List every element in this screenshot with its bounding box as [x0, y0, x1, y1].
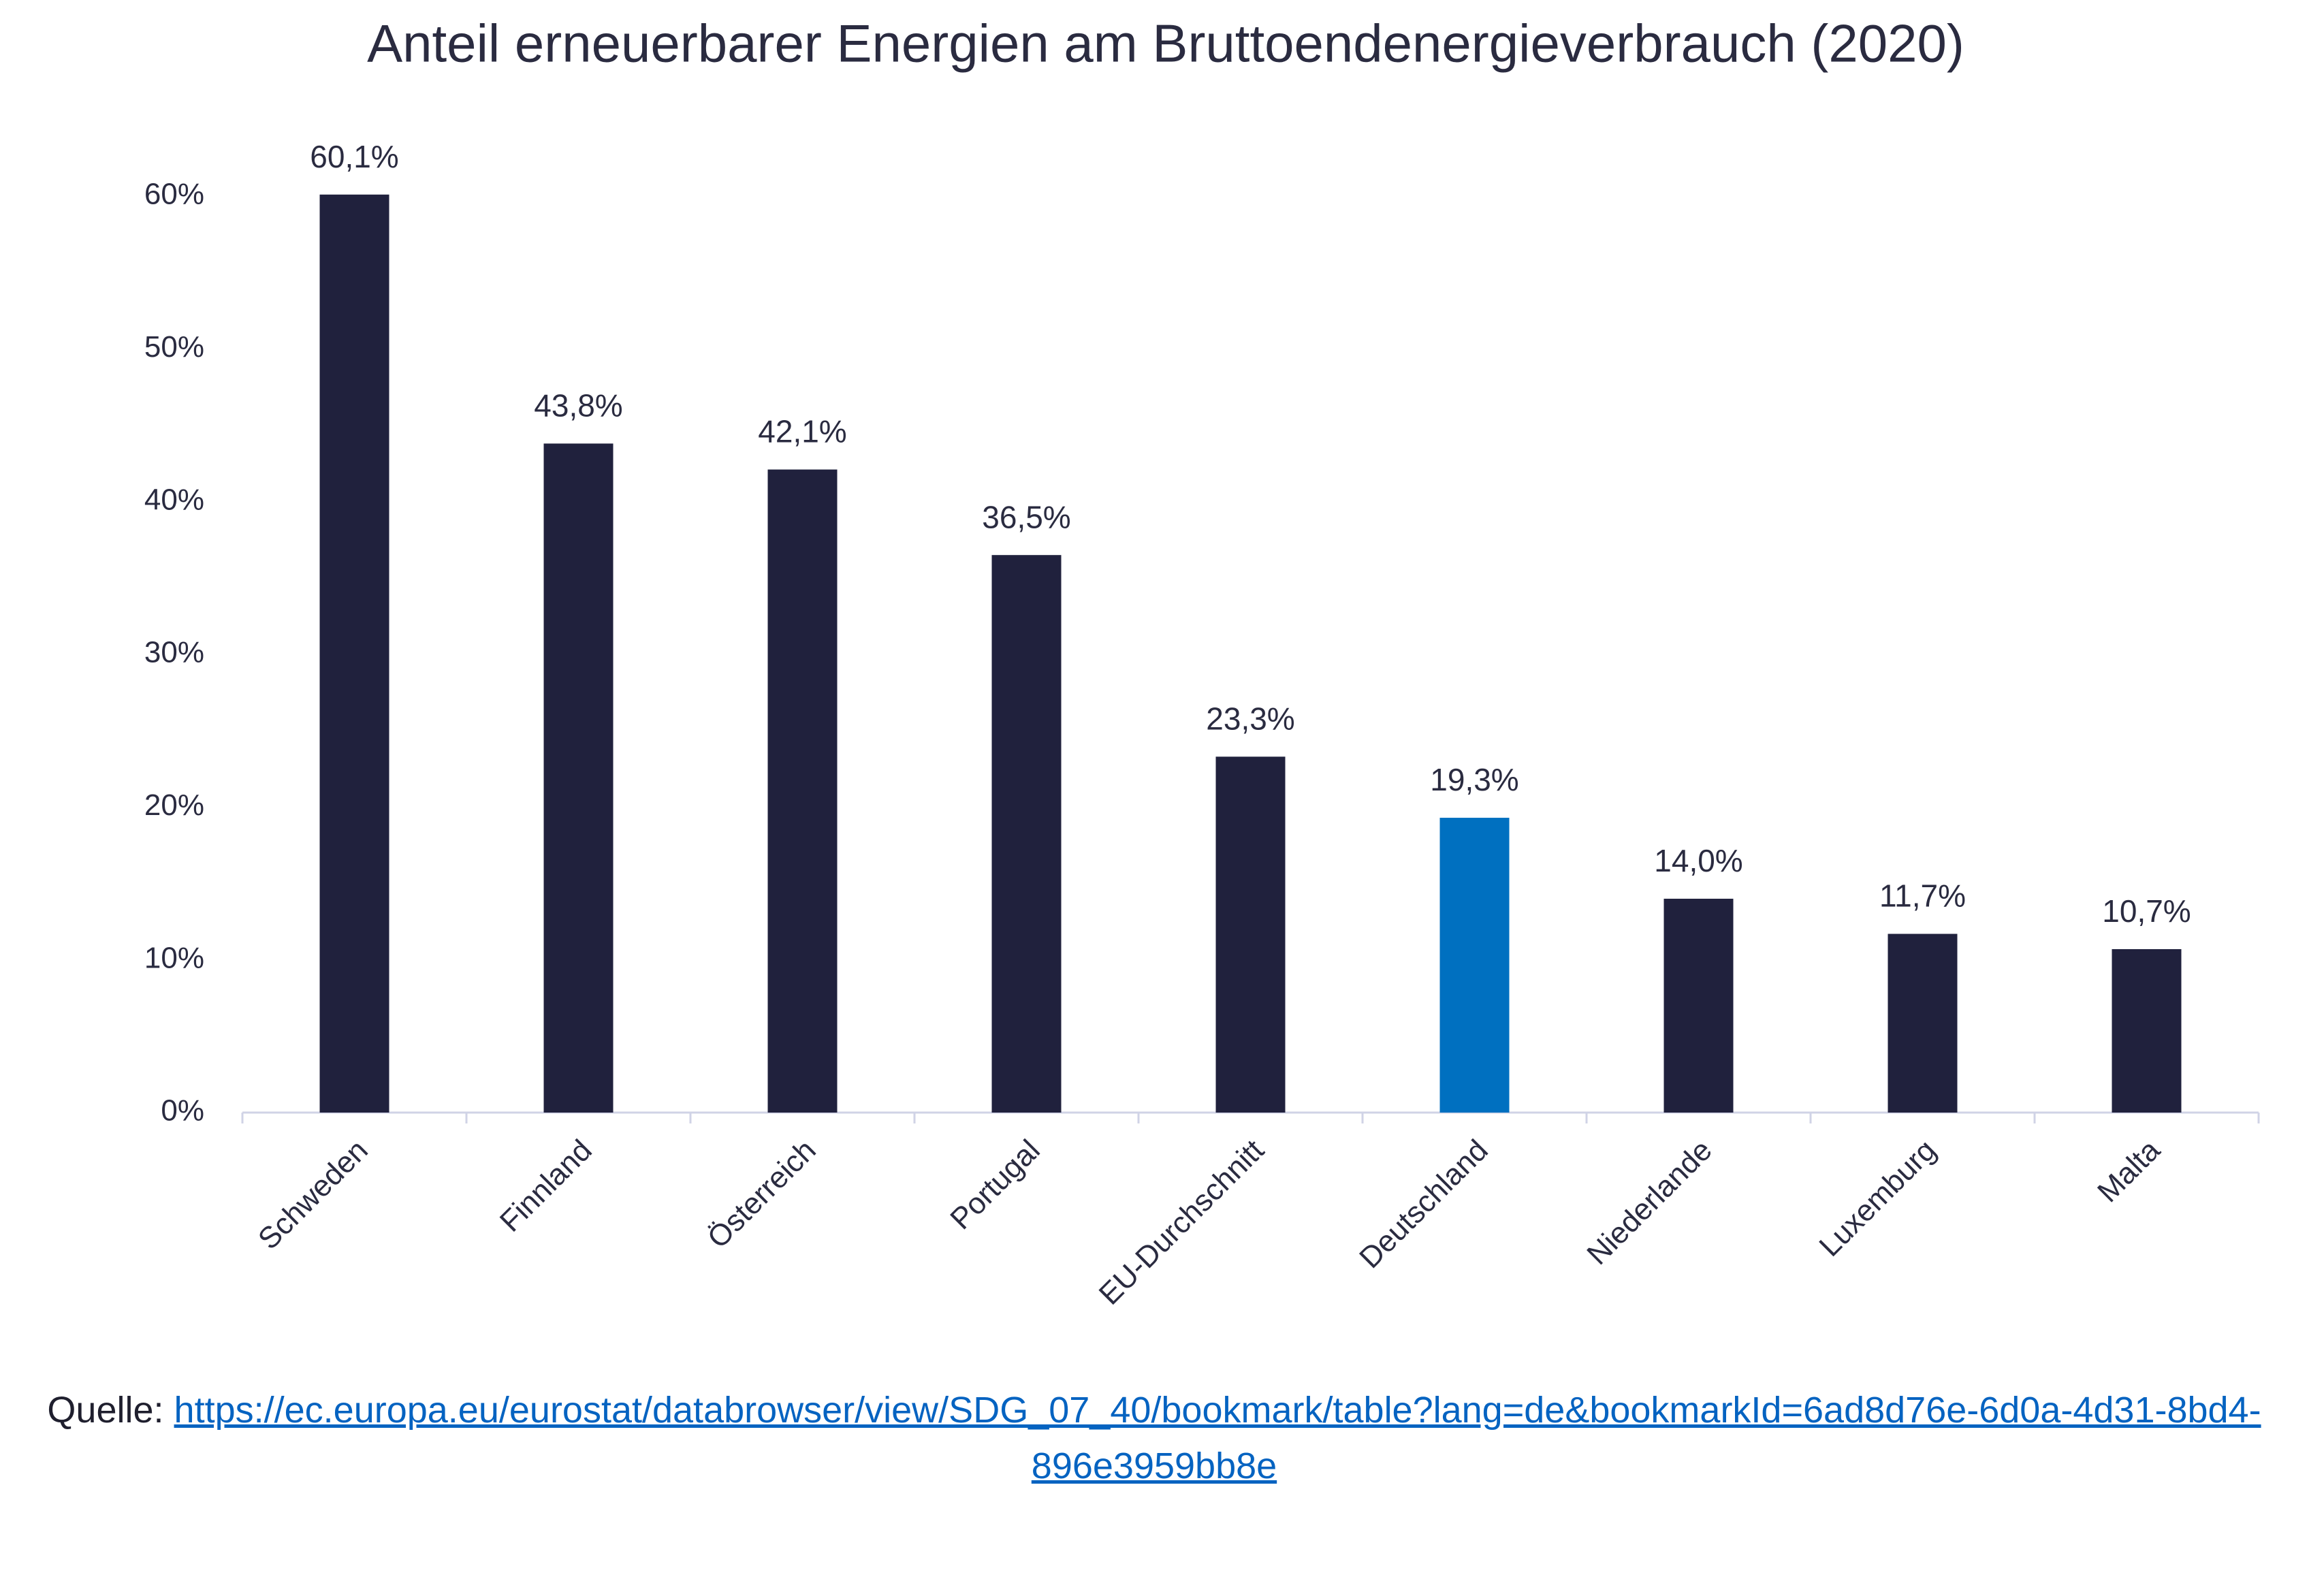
x-tick-label: Finnland	[494, 1134, 599, 1239]
y-tick-label: 40%	[144, 483, 204, 516]
y-tick-label: 20%	[144, 788, 204, 822]
value-label: 23,3%	[1206, 701, 1294, 736]
bar	[543, 443, 614, 1113]
y-tick-label: 50%	[144, 330, 204, 364]
value-label: 60,1%	[310, 139, 398, 174]
source-link[interactable]: https://ec.europa.eu/eurostat/databrowse…	[174, 1390, 2261, 1486]
bar	[991, 555, 1062, 1113]
y-tick-label: 0%	[161, 1094, 204, 1128]
bar	[2112, 948, 2182, 1113]
bar	[1888, 933, 1958, 1113]
x-tick-label: Luxemburg	[1813, 1134, 1942, 1263]
x-tick-label: Malta	[2091, 1133, 2167, 1209]
bar	[319, 194, 389, 1113]
value-label: 11,7%	[1879, 878, 1966, 914]
x-tick-label: Portugal	[944, 1134, 1047, 1236]
bar	[1663, 898, 1734, 1113]
x-tick-label: Österreich	[701, 1134, 823, 1255]
chart-title: Anteil erneuerbarer Energien am Bruttoen…	[367, 14, 1964, 74]
x-tick-label: EU-Durchschnitt	[1093, 1134, 1271, 1311]
bar	[1215, 756, 1286, 1113]
x-tick-label: Deutschland	[1353, 1134, 1495, 1275]
chart: Anteil erneuerbarer Energien am Bruttoen…	[144, 14, 2260, 1311]
value-label: 42,1%	[758, 414, 846, 449]
source: Quelle: https://ec.europa.eu/eurostat/da…	[41, 1382, 2267, 1494]
x-tick-label: Niederlande	[1580, 1134, 1718, 1271]
y-tick-label: 10%	[144, 941, 204, 974]
bar	[767, 469, 838, 1113]
value-label: 43,8%	[534, 388, 622, 424]
bar	[1439, 818, 1510, 1113]
value-label: 36,5%	[982, 499, 1070, 534]
y-tick-label: 30%	[144, 636, 204, 669]
value-label: 19,3%	[1430, 762, 1518, 797]
value-label: 14,0%	[1654, 843, 1742, 878]
value-label: 10,7%	[2102, 893, 2191, 929]
x-tick-label: Schweden	[252, 1134, 375, 1256]
y-tick-label: 60%	[144, 178, 204, 211]
source-label: Quelle:	[47, 1390, 164, 1431]
